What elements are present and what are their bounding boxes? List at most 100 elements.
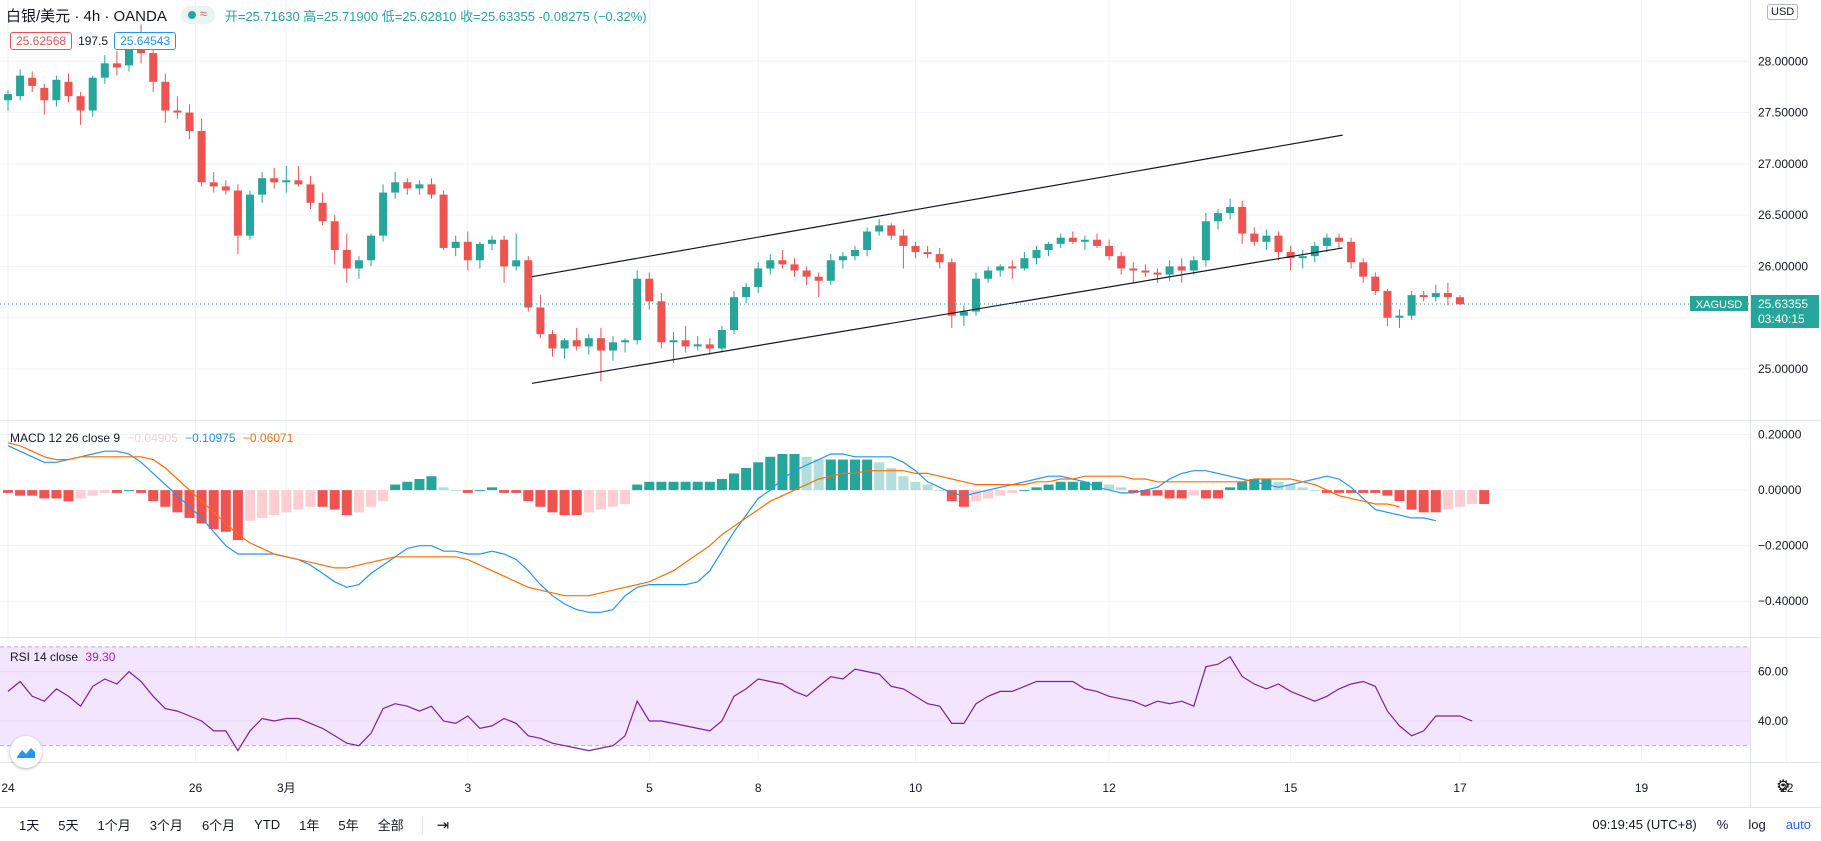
symbol-title[interactable]: 白银/美元 · 4h · OANDA [6,7,167,25]
range-all-button[interactable]: 全部 [377,818,404,833]
macd-histogram-bar [958,490,969,507]
data-wave-icon: ≈ [199,6,207,21]
market-status-badge[interactable]: ≈ [180,6,215,24]
x-tick-label: 3月 [277,781,296,795]
macd-histogram-bar [1007,490,1018,493]
macd-histogram-bar [511,490,522,493]
x-tick-label: 19 [1635,781,1649,795]
macd-histogram-bar [317,490,328,507]
macd-histogram-bar [63,490,74,502]
macd-histogram-bar [450,490,461,492]
range-5d-button[interactable]: 5天 [58,818,79,833]
range-5y-button[interactable]: 5年 [338,818,359,833]
sell-price-button[interactable]: 25.62568 [10,32,73,50]
macd-histogram-bar [1092,481,1102,491]
macd-histogram-bar [620,490,631,504]
chart-canvas[interactable]: 24263月358101215171922242625.0000025.5000… [0,0,1821,808]
candle-body [379,192,388,236]
candle-body [742,286,751,298]
macd-histogram-bar [87,490,98,496]
macd-histogram-bar [595,490,606,510]
tradingview-logo-icon[interactable] [10,736,42,768]
macd-histogram-bar [644,481,655,491]
chart-header: 白银/美元 · 4h · OANDA ≈ 开=25.71630 高=25.719… [0,4,647,26]
macd-histogram-bar [862,459,873,491]
candle-body [1105,245,1114,257]
clock-time[interactable]: 09:19:45 (UTC+8) [1592,817,1697,832]
candle-body [1080,239,1089,242]
rsi-name: RSI 14 close [10,650,79,664]
candle-body [524,260,533,308]
macd-histogram-bar [1479,490,1490,504]
candle-body [52,79,61,101]
candle-body [766,260,775,269]
x-tick-label: 5 [646,781,653,795]
candle-body [863,231,872,250]
macd-histogram-bar [1188,490,1199,496]
macd-legend[interactable]: MACD 12 26 close 9 −0.04905 −0.10975 −0.… [10,431,297,445]
range-3m-button[interactable]: 3个月 [149,818,183,833]
candle-body [149,53,158,82]
macd-histogram-bar [850,459,860,491]
auto-toggle[interactable]: auto [1785,817,1811,832]
range-1y-button[interactable]: 1年 [299,818,320,833]
macd-histogram-bar [487,487,497,491]
candle-body [1443,293,1452,298]
candle-body [1431,293,1440,298]
range-1d-button[interactable]: 1天 [19,818,40,833]
price-tick-label: 26.00000 [1758,259,1808,273]
rsi-band [0,646,1750,746]
candle-body [330,221,339,250]
candle-body [633,278,642,341]
macd-line [7,445,1436,613]
candle-body [197,131,206,183]
price-tick-label: 27.00000 [1758,157,1808,171]
macd-histogram-bar [789,454,800,491]
rsi-legend[interactable]: RSI 14 close 39.30 [10,650,119,664]
range-ytd-button[interactable]: YTD [254,817,281,832]
price-symbol-tag-bg [1690,295,1748,311]
macd-histogram-bar [208,490,219,529]
macd-histogram-bar [366,490,376,507]
macd-histogram-bar [813,459,824,491]
macd-histogram-bar [583,490,594,513]
macd-histogram-bar [983,490,994,499]
macd-histogram-bar [922,484,933,491]
macd-histogram-bar [1442,490,1453,510]
candle-body [270,178,279,183]
percent-toggle[interactable]: % [1716,817,1729,832]
candle-body [1068,237,1077,242]
macd-histogram-bar [656,481,667,491]
candle-body [427,184,436,195]
candle-body [693,344,702,347]
macd-histogram-bar [1273,481,1284,491]
candle-body [1020,258,1029,269]
buy-price-button[interactable]: 25.64543 [114,32,177,50]
macd-histogram-bar [1394,490,1405,502]
macd-histogram-bar [801,456,812,491]
macd-histogram-bar [692,481,703,491]
candle-body [391,182,400,193]
macd-histogram-bar [1067,481,1078,491]
candle-body [814,276,823,281]
macd-histogram-bar [1467,490,1478,504]
macd-histogram-bar [75,490,86,499]
range-1m-button[interactable]: 1个月 [97,818,131,833]
candle-body [838,256,847,261]
macd-histogram-bar [680,481,691,491]
range-6m-button[interactable]: 6个月 [201,818,236,833]
macd-histogram-bar [1346,490,1357,493]
market-open-icon [187,11,196,19]
candle-body [572,340,581,347]
currency-badge[interactable]: USD [1767,4,1799,20]
log-toggle[interactable]: log [1748,817,1766,832]
rsi-value: 39.30 [85,650,116,664]
gear-icon[interactable]: ⚙ [1776,778,1791,795]
macd-histogram-bar [1334,490,1344,493]
macd-histogram-bar [148,490,159,502]
candle-body [342,250,351,269]
date-range-icon[interactable]: ⇥ [436,816,450,834]
macd-histogram-bar [1406,490,1417,510]
candle-body [161,81,170,111]
x-tick-label: 8 [755,781,762,795]
